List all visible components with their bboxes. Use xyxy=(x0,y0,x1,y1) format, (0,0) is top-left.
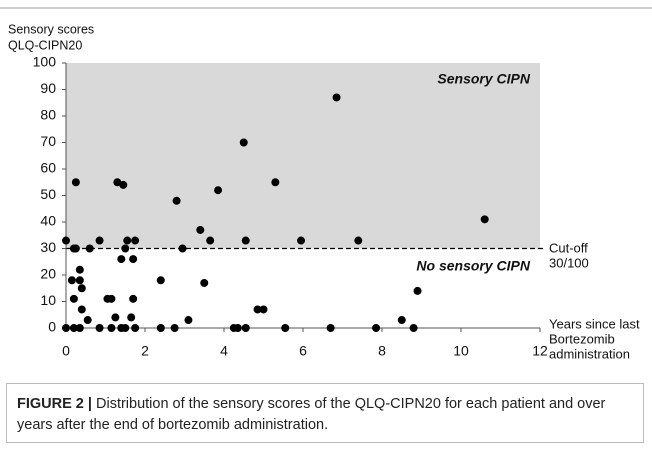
point xyxy=(214,186,223,195)
annotation: No sensory CIPN xyxy=(416,258,530,274)
point xyxy=(95,236,104,245)
point xyxy=(75,324,84,332)
point xyxy=(71,178,80,187)
point xyxy=(67,276,76,285)
y-tick-label: 20 xyxy=(40,266,56,282)
y-tick-label: 90 xyxy=(40,80,56,96)
y-tick-label: 70 xyxy=(40,133,56,149)
shaded-region xyxy=(66,63,540,249)
point xyxy=(271,178,280,187)
y-tick-label: 30 xyxy=(40,239,56,255)
y-tick-label: 60 xyxy=(40,160,56,176)
point xyxy=(281,324,290,332)
point xyxy=(326,324,335,332)
x-tick-label: 4 xyxy=(220,343,228,359)
x-axis-label: Bortezomib xyxy=(549,331,615,346)
point xyxy=(69,294,78,303)
y-axis-label: Sensory scores xyxy=(8,22,94,36)
y-tick-label: 100 xyxy=(33,54,57,70)
y-tick-label: 50 xyxy=(40,186,56,202)
point xyxy=(170,324,179,332)
point xyxy=(107,294,116,303)
point xyxy=(121,244,130,253)
point xyxy=(95,324,104,332)
y-tick-label: 40 xyxy=(40,213,56,229)
point xyxy=(71,244,80,253)
point xyxy=(156,276,165,285)
point xyxy=(127,313,136,322)
y-axis-label: QLQ-CIPN20 xyxy=(8,38,82,52)
point xyxy=(85,244,94,253)
caption: FIGURE 2 | Distribution of the sensory s… xyxy=(6,383,644,443)
point xyxy=(123,236,132,245)
point xyxy=(241,236,250,245)
x-tick-label: 0 xyxy=(62,343,70,359)
x-tick-label: 10 xyxy=(453,343,469,359)
point xyxy=(77,305,86,314)
point xyxy=(117,255,126,264)
point xyxy=(480,215,489,224)
point xyxy=(131,324,140,332)
point xyxy=(75,276,84,285)
point xyxy=(259,305,268,314)
y-tick-label: 0 xyxy=(48,319,56,335)
annotation: Sensory CIPN xyxy=(437,71,530,87)
x-tick-label: 8 xyxy=(378,343,386,359)
point xyxy=(372,324,381,332)
point xyxy=(239,138,248,147)
point xyxy=(77,284,86,293)
point xyxy=(129,294,138,303)
point xyxy=(129,255,138,264)
point xyxy=(354,236,363,245)
point xyxy=(297,236,306,245)
x-tick-label: 12 xyxy=(532,343,548,359)
x-tick-label: 2 xyxy=(141,343,149,359)
point xyxy=(253,305,262,314)
point xyxy=(413,286,422,295)
cutoff-label: 30/100 xyxy=(549,255,589,270)
point xyxy=(397,316,406,325)
point xyxy=(178,244,187,253)
point xyxy=(233,324,242,332)
point xyxy=(131,236,140,245)
caption-label: FIGURE 2 | xyxy=(17,396,92,412)
point xyxy=(206,236,215,245)
point xyxy=(241,324,250,332)
cutoff-label: Cut-off xyxy=(549,240,588,255)
point xyxy=(62,324,70,332)
point xyxy=(75,265,84,274)
point xyxy=(196,225,205,234)
point xyxy=(69,324,78,332)
point xyxy=(184,316,193,325)
point xyxy=(200,278,209,287)
point xyxy=(111,313,120,322)
point xyxy=(119,180,128,189)
point xyxy=(156,324,165,332)
point xyxy=(172,196,181,205)
point xyxy=(409,324,418,332)
y-tick-label: 80 xyxy=(40,107,56,123)
point xyxy=(107,324,116,332)
chart: 0 10 20 30 40 50 60 70 80 90 100 0 2 4 6 8 10 12 Sensory s… xyxy=(0,7,652,361)
caption-text: Distribution of the sensory scores of th… xyxy=(17,396,606,433)
point xyxy=(332,93,341,102)
x-axis-label: Years since last xyxy=(549,316,640,331)
point xyxy=(62,236,70,245)
point xyxy=(83,316,92,325)
x-tick-label: 6 xyxy=(299,343,307,359)
point xyxy=(121,324,130,332)
x-axis-label: administration xyxy=(549,346,630,361)
y-tick-label: 10 xyxy=(40,292,56,308)
